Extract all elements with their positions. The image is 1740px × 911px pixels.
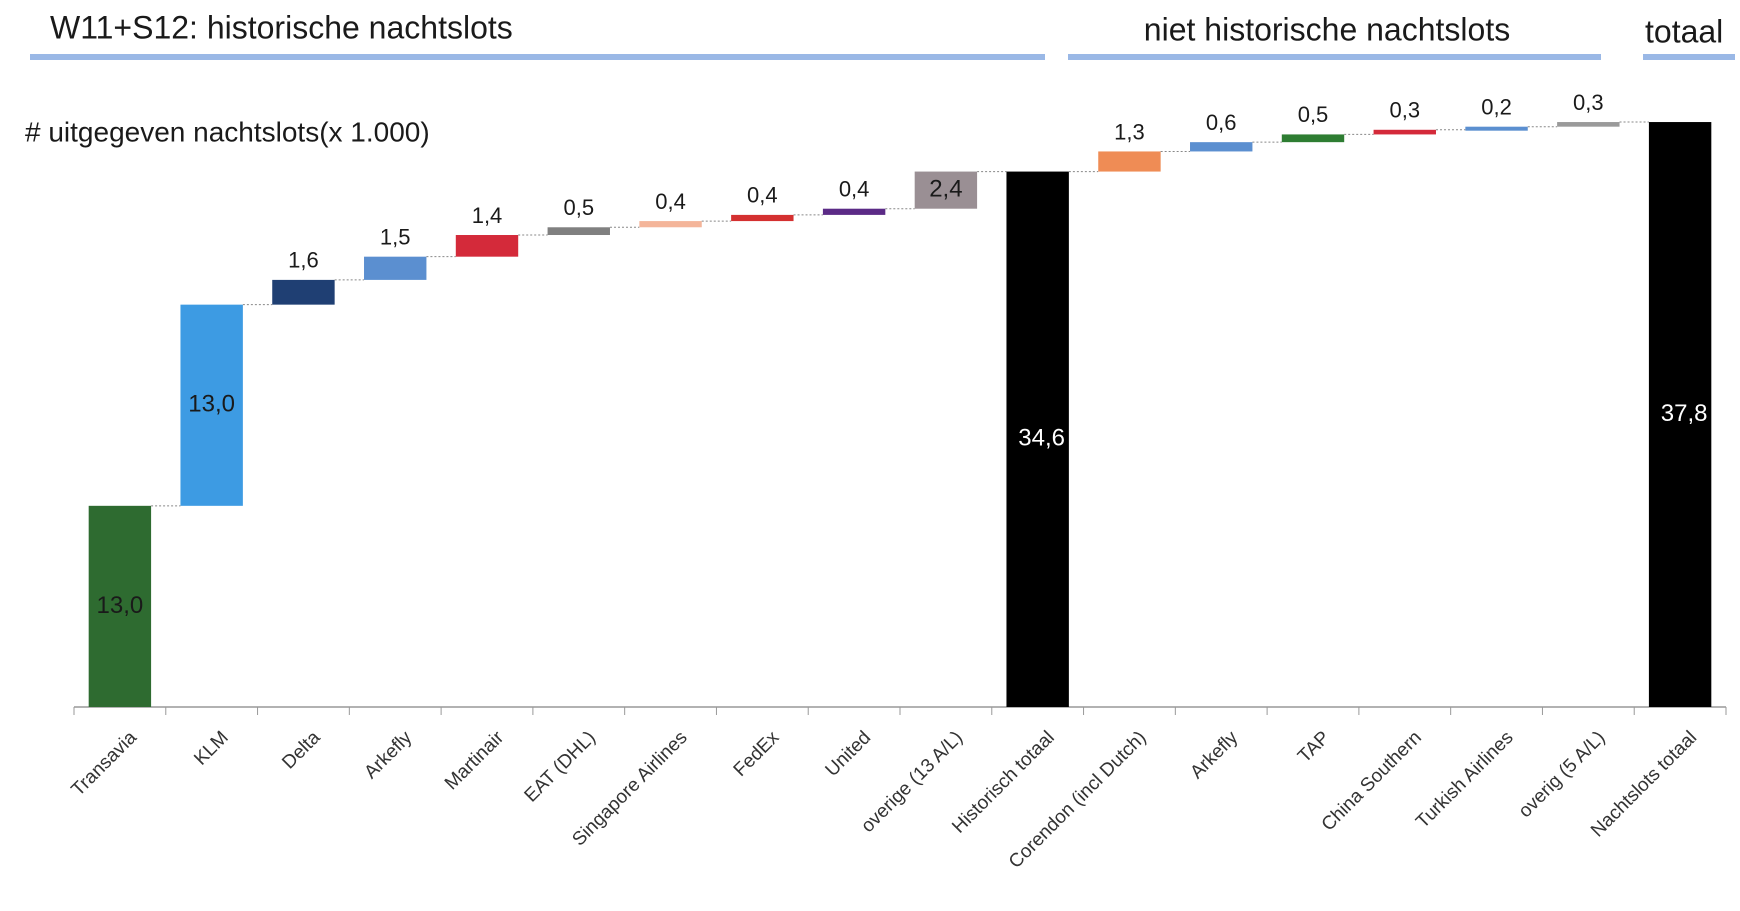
value-label: 1,3	[1114, 119, 1145, 144]
bar	[1190, 142, 1253, 152]
value-label: 13,0	[188, 391, 235, 418]
x-tick-label: Transavia	[68, 727, 142, 801]
bar	[180, 304, 243, 506]
chart-subtitle: totaal	[1645, 13, 1723, 49]
bar	[364, 256, 427, 280]
bar	[272, 279, 335, 305]
x-tick-label: Arkefly	[1186, 727, 1242, 783]
value-label: 37,8	[1661, 400, 1708, 427]
bar	[1281, 134, 1345, 143]
x-tick-label: KLM	[190, 727, 232, 769]
chart-title: W11+S12: historische nachtslots	[50, 9, 513, 45]
header-underline	[1068, 54, 1601, 60]
value-label: 0,6	[1206, 110, 1237, 135]
chart-subtitle: niet historische nachtslots	[1144, 11, 1510, 47]
value-label: 0,5	[563, 195, 594, 220]
x-tick-label: United	[822, 727, 876, 781]
x-tick-label: overig (5 A/L)	[1515, 727, 1610, 822]
x-tick-label: Turkish Airlines	[1412, 727, 1517, 832]
value-label: 0,4	[839, 177, 870, 202]
value-label: 0,2	[1481, 95, 1512, 120]
x-tick-label: Delta	[278, 727, 325, 774]
y-axis-label: # uitgegeven nachtslots(x 1.000)	[25, 116, 430, 147]
x-tick-label: China Southern	[1318, 727, 1426, 835]
value-label: 2,4	[929, 175, 962, 202]
bar	[639, 221, 702, 228]
x-tick-label: TAP	[1294, 727, 1334, 767]
value-label: 1,5	[380, 224, 411, 249]
value-label: 13,0	[97, 592, 144, 619]
x-tick-label: Arkefly	[360, 727, 416, 783]
value-label: 1,4	[472, 203, 503, 228]
value-label: 0,5	[1298, 102, 1329, 127]
bar	[914, 171, 978, 209]
value-label: 1,6	[288, 248, 319, 273]
header-underline	[1643, 54, 1735, 60]
bar	[1648, 122, 1712, 708]
bar	[455, 235, 519, 257]
bar	[1098, 151, 1161, 172]
x-tick-label: FedEx	[730, 727, 784, 781]
header-underline	[30, 54, 1045, 60]
value-label: 0,4	[655, 189, 686, 214]
value-label: 0,3	[1573, 90, 1604, 115]
bar	[1465, 126, 1528, 131]
bar	[88, 505, 152, 707]
bar	[1006, 171, 1069, 707]
value-label: 34,6	[1018, 425, 1065, 452]
bar	[547, 227, 610, 236]
value-label: 0,4	[747, 183, 778, 208]
bar	[731, 214, 794, 222]
value-label: 0,3	[1389, 98, 1420, 123]
bar	[822, 208, 886, 215]
bar	[1557, 122, 1620, 127]
bar	[1373, 129, 1436, 135]
x-tick-label: Martinair	[441, 727, 509, 795]
x-tick-label: EAT (DHL)	[521, 727, 600, 806]
